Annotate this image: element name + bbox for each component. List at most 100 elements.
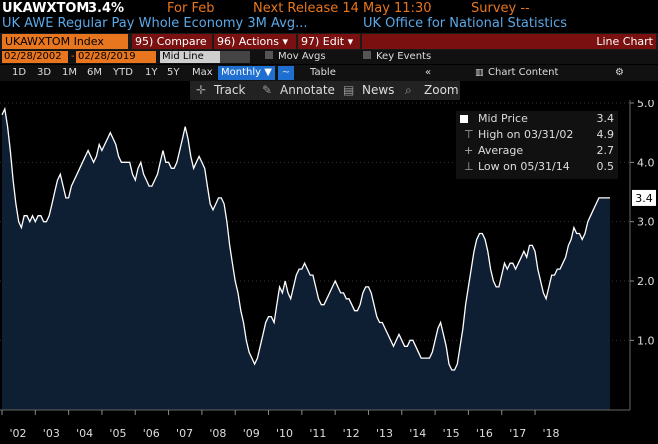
price-chart[interactable]: 1.0 2.0 3.0 4.0 5.0 '02 '03 '04 '05 '06 '07 '08 '09… (0, 100, 658, 444)
last-value: 3.4% (88, 1, 125, 16)
chart-legend: Mid Price 3.4 ⊤ High on 03/31/02 4.9 + A… (456, 111, 618, 179)
x-tick-label: '07 (176, 427, 193, 440)
edit-button[interactable]: 97) Edit ▾ (298, 34, 360, 49)
start-date-input[interactable]: 02/28/2002 (2, 51, 68, 63)
ticker[interactable]: UKAWXTOM (2, 1, 90, 16)
period-label: For Feb (167, 1, 215, 16)
x-tick-label: '08 (209, 427, 226, 440)
chart-content-button[interactable]: Chart Content (488, 67, 559, 78)
track-button[interactable]: Track (214, 83, 246, 97)
chart-style-select[interactable]: Mid Line (160, 51, 220, 63)
legend-low-label: Low on 05/31/14 (478, 160, 570, 173)
x-tick-label: '05 (109, 427, 126, 440)
chart-tools: ✛ Track ✎ Annotate ▤ News ⌕ Zoom (190, 81, 460, 100)
x-tick-label: '16 (476, 427, 493, 440)
next-release: Next Release 14 May 11:30 (253, 1, 432, 16)
period-5y[interactable]: 5Y (167, 67, 180, 78)
legend-average-value: 2.7 (596, 144, 615, 157)
actions-button[interactable]: 96) Actions ▾ (214, 34, 296, 49)
period-1d[interactable]: 1D (12, 67, 27, 78)
table-button[interactable]: Table (310, 67, 336, 78)
y-tick-label: 2.0 (637, 275, 655, 288)
legend-mid[interactable]: Mid Price 3.4 (456, 111, 618, 127)
news-button[interactable]: News (362, 83, 395, 97)
period-6m[interactable]: 6M (87, 67, 102, 78)
settings-gear-icon[interactable]: ⚙ (615, 67, 624, 78)
y-tick-label: 1.0 (637, 334, 655, 347)
legend-average: + Average 2.7 (456, 143, 618, 159)
line-chart-icon[interactable]: ~ (278, 66, 294, 80)
last-value-label: 3.4 (632, 189, 656, 206)
description: UK AWE Regular Pay Whole Economy 3M Avg.… (2, 16, 308, 31)
frequency-select[interactable]: Monthly ▼ (218, 66, 275, 80)
chevron-down-icon: ▾ (347, 35, 354, 48)
series-area (2, 108, 610, 411)
period-max[interactable]: Max (192, 67, 213, 78)
low-marker-icon: ⊥ (464, 160, 474, 173)
mov-avgs-label: Mov Avgs (278, 51, 326, 62)
y-tick-label: 4.0 (637, 156, 655, 169)
legend-high-label: High on 03/31/02 (478, 128, 574, 141)
collapse-left-icon[interactable]: « (425, 67, 432, 78)
last-value-text: 3.4 (635, 192, 653, 205)
period-ytd[interactable]: YTD (113, 67, 133, 78)
source: UK Office for National Statistics (363, 16, 567, 31)
compare-button[interactable]: 95) Compare (132, 34, 212, 49)
legend-mid-label: Mid Price (478, 112, 528, 125)
high-marker-icon: ⊤ (464, 128, 474, 141)
legend-high-value: 4.9 (596, 128, 615, 141)
annotate-button[interactable]: Annotate (280, 83, 335, 97)
legend-average-label: Average (478, 144, 524, 157)
x-tick-label: '09 (243, 427, 260, 440)
x-tick-label: '03 (43, 427, 60, 440)
period-toolbar: 1D 3D 1M 6M YTD 1Y 5Y Max Monthly ▼ ~ Ta… (0, 65, 658, 81)
y-tick-label: 3.0 (637, 216, 655, 229)
key-events-checkbox[interactable] (361, 51, 371, 63)
end-date-input[interactable]: 02/28/2019 (76, 51, 156, 63)
x-tick-label: '18 (543, 427, 560, 440)
last-value-box (632, 189, 656, 206)
actions-label: 96) Actions (217, 35, 279, 48)
function-toolbar: UKAWXTOM Index 95) Compare 96) Actions ▾… (0, 33, 658, 50)
news-icon: ▤ (343, 83, 355, 97)
x-tick-label: '04 (76, 427, 93, 440)
chart-style-dropdown[interactable] (220, 51, 250, 63)
x-tick-label: '12 (343, 427, 360, 440)
x-tick-label: '17 (509, 427, 526, 440)
period-1m[interactable]: 1M (62, 67, 77, 78)
mov-avgs-checkbox[interactable] (263, 51, 273, 63)
range-toolbar: 02/28/2002 - 02/28/2019 Mid Line Mov Avg… (0, 50, 658, 64)
x-tick-label: '13 (376, 427, 393, 440)
date-separator: - (71, 51, 75, 62)
period-3d[interactable]: 3D (37, 67, 52, 78)
x-tick-label: '02 (9, 427, 26, 440)
x-tick-label: '06 (143, 427, 160, 440)
chart-type-label: Line Chart (362, 34, 656, 49)
survey: Survey -- (471, 1, 530, 16)
index-field[interactable]: UKAWXTOM Index (2, 34, 128, 49)
dropdown-icon: ▼ (264, 67, 272, 78)
security-header: UKAWXTOM 3.4% For Feb Next Release 14 Ma… (0, 0, 658, 17)
search-icon: ⌕ (405, 83, 412, 97)
average-marker-icon: + (464, 144, 474, 157)
pencil-icon: ✎ (262, 83, 273, 97)
legend-mid-value: 3.4 (596, 112, 615, 125)
y-axis-ticks: 1.0 2.0 3.0 4.0 5.0 (630, 100, 655, 347)
edit-label: 97) Edit (301, 35, 345, 48)
x-tick-label: '15 (443, 427, 460, 440)
security-description-row: UK AWE Regular Pay Whole Economy 3M Avg.… (0, 15, 658, 32)
y-tick-label: 5.0 (637, 100, 655, 110)
key-events-label: Key Events (376, 51, 432, 62)
zoom-button[interactable]: Zoom (424, 83, 459, 97)
frequency-label: Monthly (221, 67, 262, 78)
x-tick-label: '10 (276, 427, 293, 440)
series-line (1, 106, 610, 371)
legend-high: ⊤ High on 03/31/02 4.9 (456, 127, 618, 143)
chart-content-icon: ▥ (475, 68, 484, 78)
legend-low: ⊥ Low on 05/31/14 0.5 (456, 159, 618, 175)
x-axis-ticks: '02 '03 '04 '05 '06 '07 '08 '09 '10 '11 '12 '13 '14 '… (1, 410, 560, 440)
period-1y[interactable]: 1Y (145, 67, 158, 78)
crosshair-icon: ✛ (196, 83, 207, 97)
x-tick-label: '11 (309, 427, 326, 440)
series-swatch (460, 115, 468, 123)
